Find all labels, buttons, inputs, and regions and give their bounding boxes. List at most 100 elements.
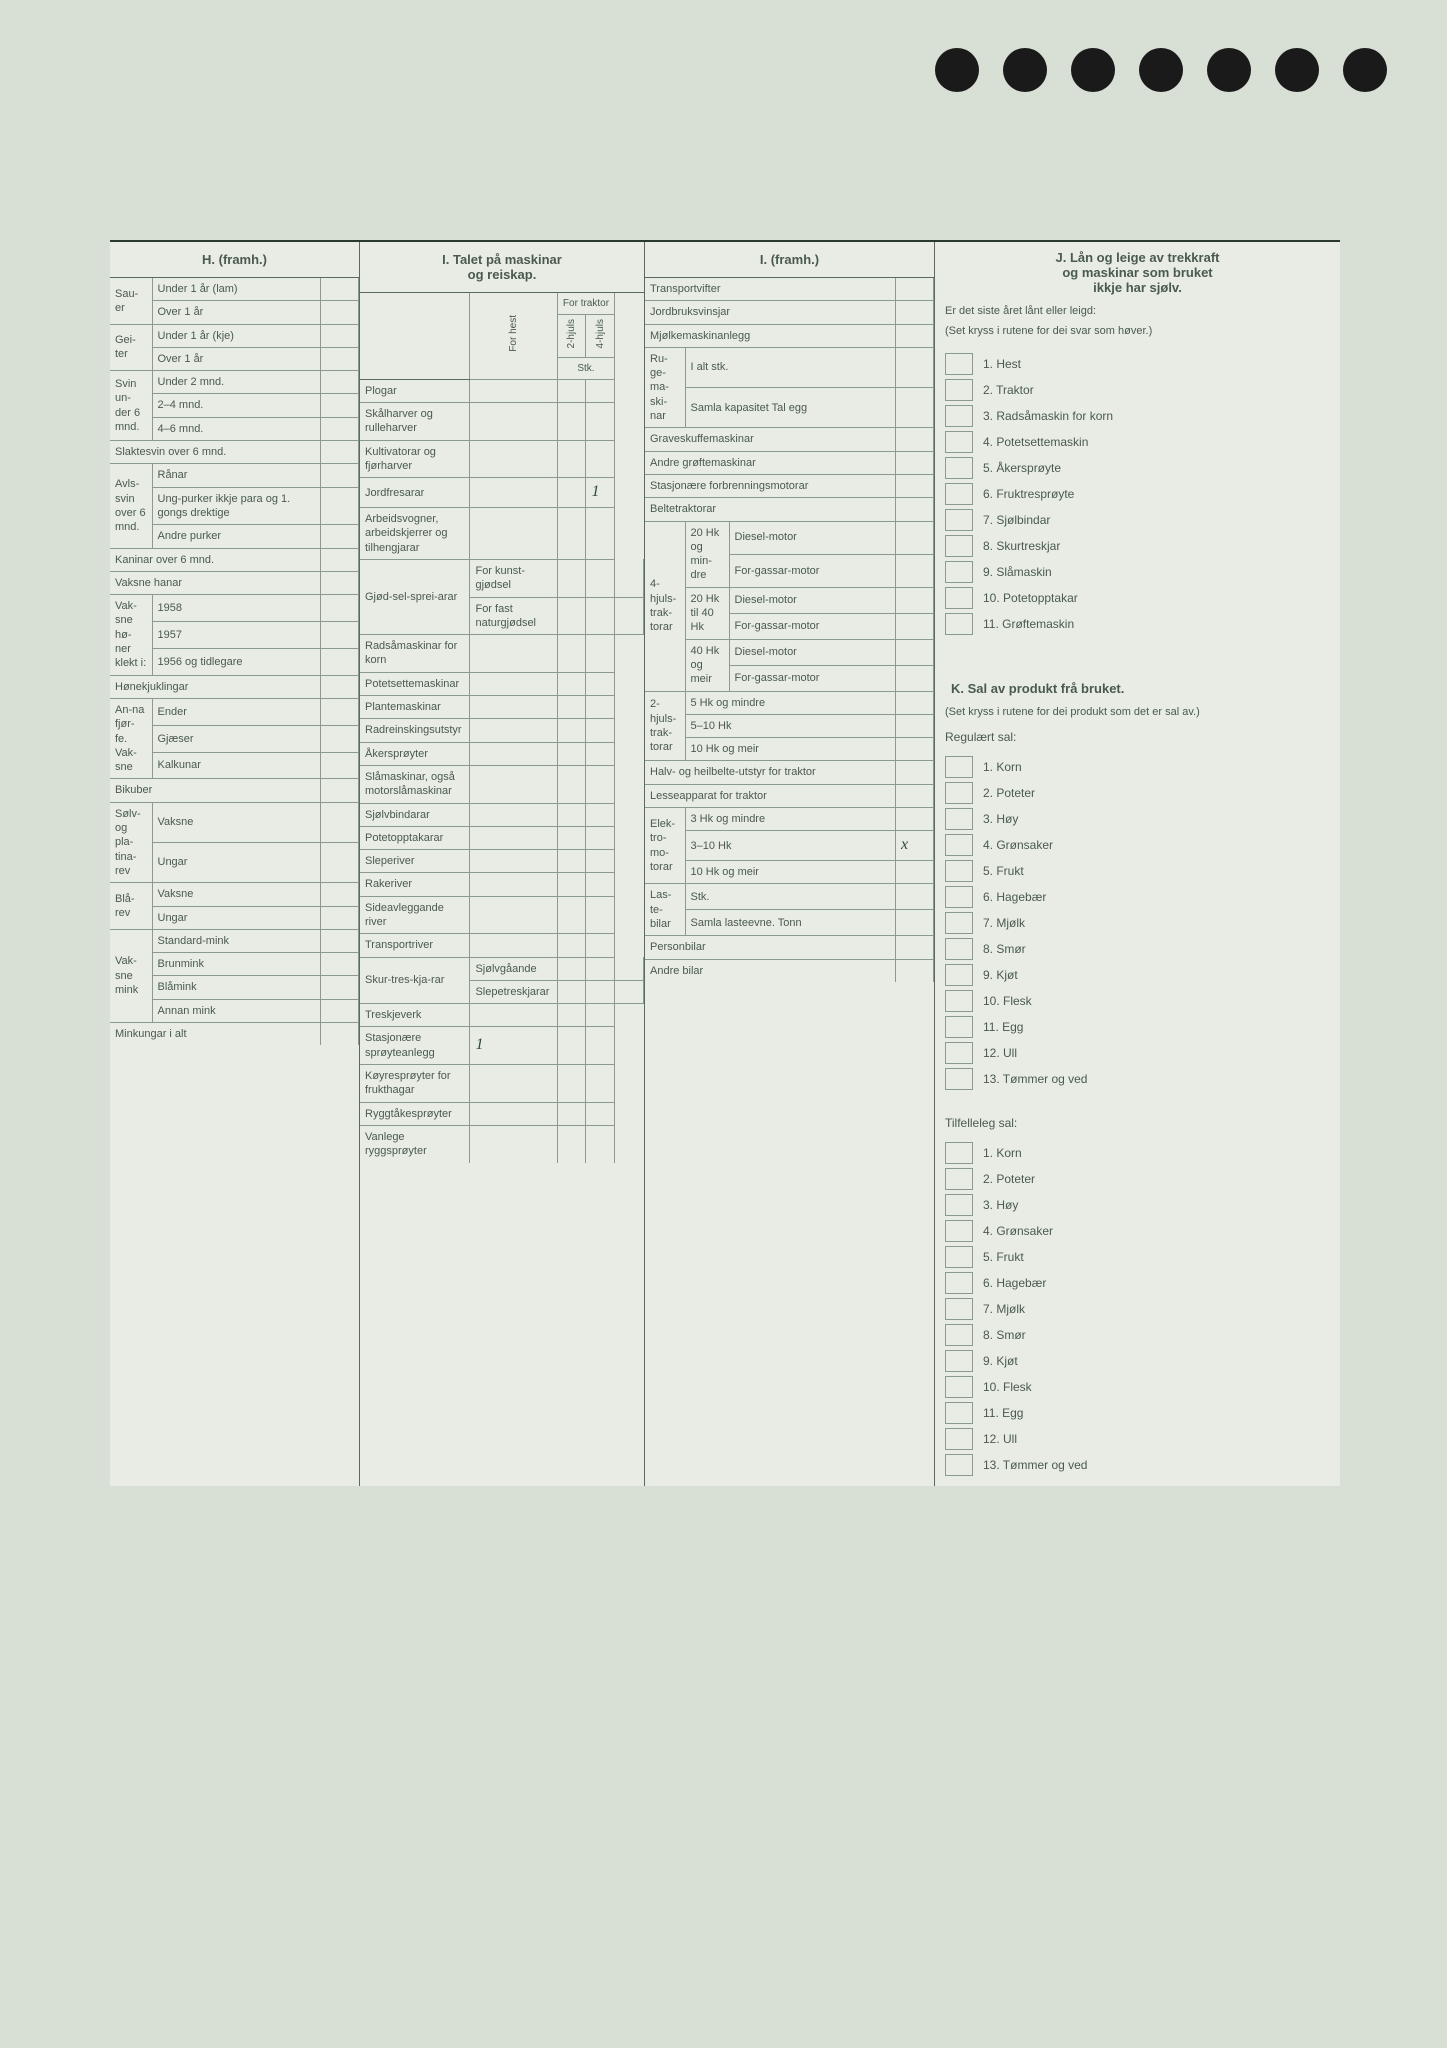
checkbox[interactable]	[945, 1272, 973, 1294]
i2-input-cell[interactable]	[896, 936, 934, 959]
h-input-cell[interactable]	[321, 371, 359, 394]
h-input-cell[interactable]	[321, 698, 359, 725]
i1-input-cell[interactable]	[557, 896, 586, 934]
i2-input-cell[interactable]	[896, 301, 934, 324]
i1-input-cell[interactable]	[470, 478, 557, 508]
i2-input-cell[interactable]	[896, 474, 934, 497]
i2-input-cell[interactable]	[896, 521, 934, 554]
i1-input-cell[interactable]	[586, 980, 615, 1003]
i2-input-cell[interactable]	[896, 691, 934, 714]
i1-input-cell[interactable]	[586, 440, 615, 478]
checkbox[interactable]	[945, 431, 973, 453]
i1-input-cell[interactable]	[557, 696, 586, 719]
i1-input-cell[interactable]: 1	[470, 1027, 557, 1065]
i1-input-cell[interactable]	[470, 696, 557, 719]
i1-input-cell[interactable]	[470, 803, 557, 826]
h-input-cell[interactable]	[321, 953, 359, 976]
i1-input-cell[interactable]	[586, 1027, 615, 1065]
i1-input-cell[interactable]	[470, 1004, 557, 1027]
h-input-cell[interactable]	[321, 324, 359, 347]
i1-input-cell[interactable]	[586, 696, 615, 719]
h-input-cell[interactable]	[321, 548, 359, 571]
i1-input-cell[interactable]	[586, 957, 615, 980]
i1-input-cell[interactable]	[557, 440, 586, 478]
h-input-cell[interactable]	[321, 595, 359, 622]
i1-input-cell[interactable]	[470, 896, 557, 934]
checkbox[interactable]	[945, 1402, 973, 1424]
checkbox[interactable]	[945, 1428, 973, 1450]
i1-input-cell[interactable]	[470, 1102, 557, 1125]
h-input-cell[interactable]	[321, 621, 359, 648]
i1-input-cell[interactable]	[557, 957, 586, 980]
i1-input-cell[interactable]	[557, 765, 586, 803]
i1-input-cell[interactable]	[586, 1125, 615, 1162]
checkbox[interactable]	[945, 1324, 973, 1346]
checkbox[interactable]	[945, 886, 973, 908]
checkbox[interactable]	[945, 912, 973, 934]
checkbox[interactable]	[945, 860, 973, 882]
h-input-cell[interactable]	[321, 648, 359, 675]
i1-input-cell[interactable]	[557, 1027, 586, 1065]
i1-input-cell[interactable]	[586, 850, 615, 873]
checkbox[interactable]	[945, 587, 973, 609]
i2-input-cell[interactable]	[896, 554, 934, 587]
i1-input-cell[interactable]	[586, 597, 615, 635]
h-input-cell[interactable]	[321, 906, 359, 929]
h-input-cell[interactable]	[321, 487, 359, 525]
checkbox[interactable]	[945, 561, 973, 583]
i1-input-cell[interactable]	[470, 508, 557, 560]
i2-input-cell[interactable]	[896, 451, 934, 474]
h-input-cell[interactable]	[321, 842, 359, 882]
checkbox[interactable]	[945, 808, 973, 830]
h-input-cell[interactable]	[321, 752, 359, 779]
i1-input-cell[interactable]	[470, 873, 557, 896]
i2-input-cell[interactable]	[896, 347, 934, 387]
i1-input-cell[interactable]	[557, 478, 586, 508]
i1-input-cell[interactable]	[557, 672, 586, 695]
i2-input-cell[interactable]	[896, 910, 934, 936]
checkbox[interactable]	[945, 756, 973, 778]
h-input-cell[interactable]	[321, 999, 359, 1022]
i1-input-cell[interactable]	[615, 597, 644, 635]
i1-input-cell[interactable]	[586, 672, 615, 695]
i2-input-cell[interactable]	[896, 738, 934, 761]
checkbox[interactable]	[945, 1350, 973, 1372]
i1-input-cell[interactable]	[557, 826, 586, 849]
i1-input-cell[interactable]	[586, 508, 615, 560]
checkbox[interactable]	[945, 1068, 973, 1090]
checkbox[interactable]	[945, 1220, 973, 1242]
checkbox[interactable]	[945, 1142, 973, 1164]
i1-input-cell[interactable]	[470, 1125, 557, 1162]
i1-input-cell[interactable]	[470, 379, 557, 402]
i2-input-cell[interactable]	[896, 587, 934, 613]
i1-input-cell[interactable]	[557, 1102, 586, 1125]
h-input-cell[interactable]	[321, 301, 359, 324]
i1-input-cell[interactable]	[557, 1125, 586, 1162]
h-input-cell[interactable]	[321, 525, 359, 548]
checkbox[interactable]	[945, 990, 973, 1012]
checkbox[interactable]	[945, 938, 973, 960]
i2-input-cell[interactable]	[896, 278, 934, 301]
i2-input-cell[interactable]	[896, 714, 934, 737]
i1-input-cell[interactable]	[586, 896, 615, 934]
i2-input-cell[interactable]	[896, 388, 934, 428]
h-input-cell[interactable]	[321, 394, 359, 417]
i1-input-cell[interactable]	[586, 635, 615, 673]
i1-input-cell[interactable]	[557, 559, 586, 597]
h-input-cell[interactable]	[321, 417, 359, 440]
i2-input-cell[interactable]	[896, 808, 934, 831]
checkbox[interactable]	[945, 457, 973, 479]
i1-input-cell[interactable]	[615, 980, 644, 1003]
i1-input-cell[interactable]	[586, 803, 615, 826]
checkbox[interactable]	[945, 613, 973, 635]
checkbox[interactable]	[945, 1168, 973, 1190]
i1-input-cell[interactable]	[586, 934, 615, 957]
checkbox[interactable]	[945, 964, 973, 986]
checkbox[interactable]	[945, 782, 973, 804]
checkbox[interactable]	[945, 1016, 973, 1038]
i1-input-cell[interactable]	[470, 765, 557, 803]
h-input-cell[interactable]	[321, 571, 359, 594]
i1-input-cell[interactable]	[470, 934, 557, 957]
i1-input-cell[interactable]	[586, 1065, 615, 1103]
i1-input-cell[interactable]	[470, 440, 557, 478]
